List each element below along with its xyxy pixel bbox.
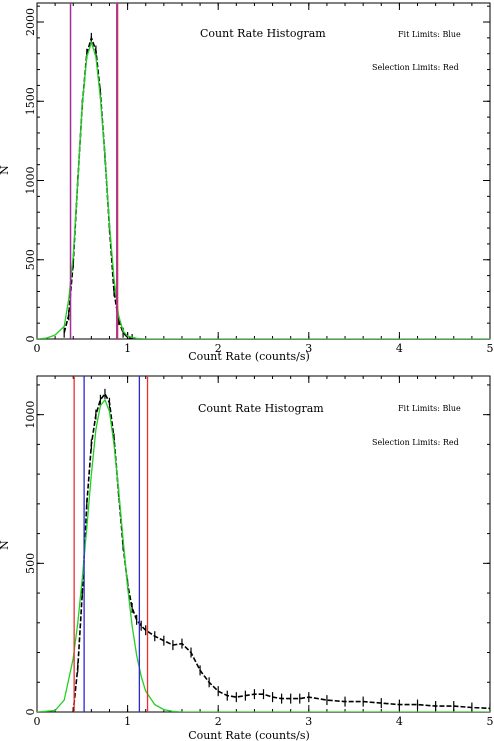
plot-area (37, 3, 490, 339)
x-tick-label: 5 (487, 715, 494, 728)
x-tick-label: 5 (487, 342, 494, 355)
plot-area (37, 376, 490, 712)
x-tick-label: 0 (34, 342, 41, 355)
x-axis-label: Count Rate (counts/s) (188, 729, 310, 741)
y-tick-label: 1500 (24, 87, 37, 115)
x-axis-label: Count Rate (counts/s) (188, 350, 310, 363)
y-tick-label: 0 (24, 709, 37, 716)
chart-panel-1: 0 1 2 3 4 5 0 500 1000 1500 2000 Count Rate Histogr… (0, 2, 494, 363)
fit-limits-note: Fit Limits: Blue (398, 30, 461, 39)
selection-limits-note: Selection Limits: Red (372, 438, 459, 447)
chart-title: Count Rate Histogram (198, 402, 324, 415)
y-tick-label: 1000 (24, 167, 37, 195)
y-axis-label: N (0, 540, 11, 550)
x-tick-label: 4 (396, 715, 403, 728)
y-tick-label: 500 (24, 249, 37, 270)
y-axis-label: N (0, 165, 11, 175)
plot-frame (36, 375, 491, 713)
x-tick-label: 1 (124, 715, 131, 728)
fit-curve (37, 40, 490, 339)
x-tick-label: 0 (34, 715, 41, 728)
chart-title: Count Rate Histogram (200, 27, 326, 40)
x-tick-label: 2 (215, 342, 222, 355)
x-tick-label: 3 (305, 342, 312, 355)
selection-limits-note: Selection Limits: Red (372, 63, 459, 72)
x-tick-label: 1 (124, 342, 131, 355)
x-tick-label: 3 (305, 715, 312, 728)
x-tick-label: 2 (215, 715, 222, 728)
plot-frame (36, 2, 491, 340)
y-tick-label: 0 (24, 336, 37, 343)
y-tick-label: 500 (24, 553, 37, 574)
y-tick-label: 1000 (24, 401, 37, 429)
chart-panel-2: 0 1 2 3 4 5 0 500 1000 Count Rate Histogram Fit Li… (0, 375, 494, 741)
x-tick-label: 4 (396, 342, 403, 355)
y-tick-label: 2000 (24, 8, 37, 36)
fit-limits-note: Fit Limits: Blue (398, 404, 461, 413)
fit-curve (37, 398, 490, 712)
